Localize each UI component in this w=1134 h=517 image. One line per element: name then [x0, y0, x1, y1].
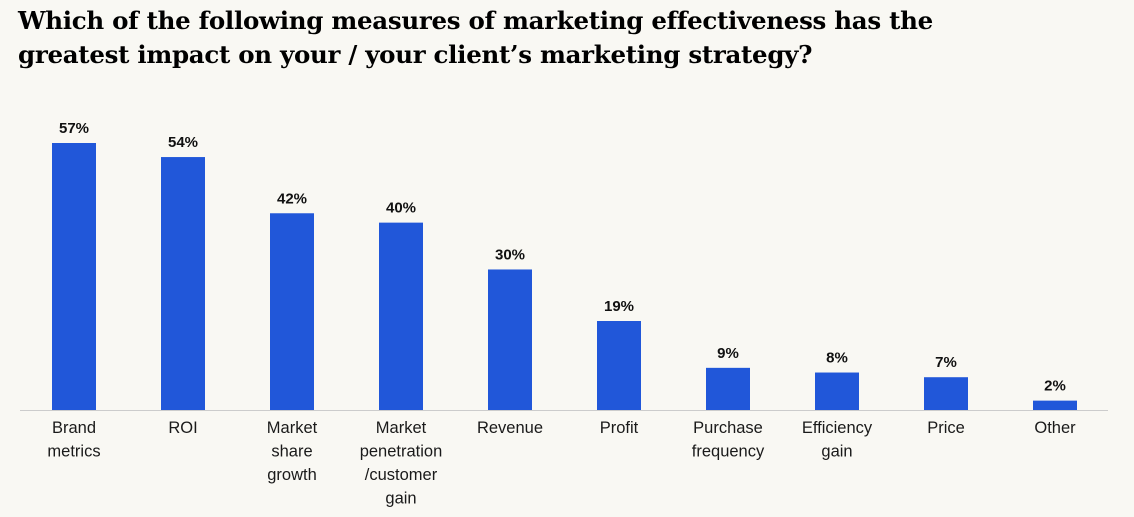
category-label-10: Other [1034, 419, 1076, 437]
chart-title-line-2: greatest impact on your / your client’s … [18, 40, 813, 69]
chart-title: Which of the following measures of marke… [18, 4, 1108, 72]
category-label-line: penetration [360, 443, 443, 461]
value-label-6: 19% [604, 298, 634, 315]
category-label-line: frequency [692, 443, 765, 461]
category-label-4: Market penetration/customer gain [360, 419, 443, 508]
bar-2 [161, 157, 205, 410]
category-label-line: gain [385, 490, 416, 508]
category-label-9: Price [927, 419, 965, 437]
bar-10 [1033, 400, 1077, 410]
bar-9 [924, 377, 968, 410]
category-label-line: Efficiency [802, 419, 873, 437]
bar-7 [706, 367, 750, 410]
category-label-5: Revenue [477, 419, 543, 437]
category-label-line: /customer [365, 466, 438, 484]
category-label-2: ROI [168, 419, 197, 437]
value-label-3: 42% [277, 190, 307, 207]
chart-title-line-1: Which of the following measures of marke… [18, 6, 933, 35]
category-label-8: Efficiency gain [802, 419, 873, 461]
value-label-10: 2% [1044, 378, 1066, 395]
value-label-9: 7% [935, 354, 957, 371]
category-label-line: Market [267, 419, 318, 437]
category-label-7: Purchase frequency [692, 419, 765, 461]
value-label-5: 30% [495, 246, 525, 263]
value-label-8: 8% [826, 350, 848, 367]
value-label-4: 40% [386, 200, 416, 217]
category-label-line: share [271, 443, 312, 461]
value-label-2: 54% [168, 134, 198, 151]
category-label-line: Brand [52, 419, 96, 437]
bar-4 [379, 222, 423, 410]
value-label-1: 57% [59, 120, 89, 137]
category-label-line: Price [927, 419, 965, 437]
bar-1 [52, 143, 96, 410]
category-label-line: Purchase [693, 419, 763, 437]
value-label-7: 9% [717, 345, 739, 362]
category-label-line: Revenue [477, 419, 543, 437]
category-label-3: Market share growth [267, 419, 318, 484]
category-label-6: Profit [600, 419, 639, 437]
bar-6 [597, 321, 641, 410]
category-label-line: growth [267, 466, 317, 484]
category-label-line: Other [1034, 419, 1076, 437]
bar-3 [270, 213, 314, 410]
category-label-1: Brand metrics [47, 419, 100, 461]
category-label-line: ROI [168, 419, 197, 437]
category-label-line: Profit [600, 419, 639, 437]
category-label-line: Market [376, 419, 427, 437]
bar-8 [815, 372, 859, 410]
category-label-line: gain [821, 443, 852, 461]
category-label-line: metrics [47, 443, 100, 461]
bar-5 [488, 269, 532, 410]
